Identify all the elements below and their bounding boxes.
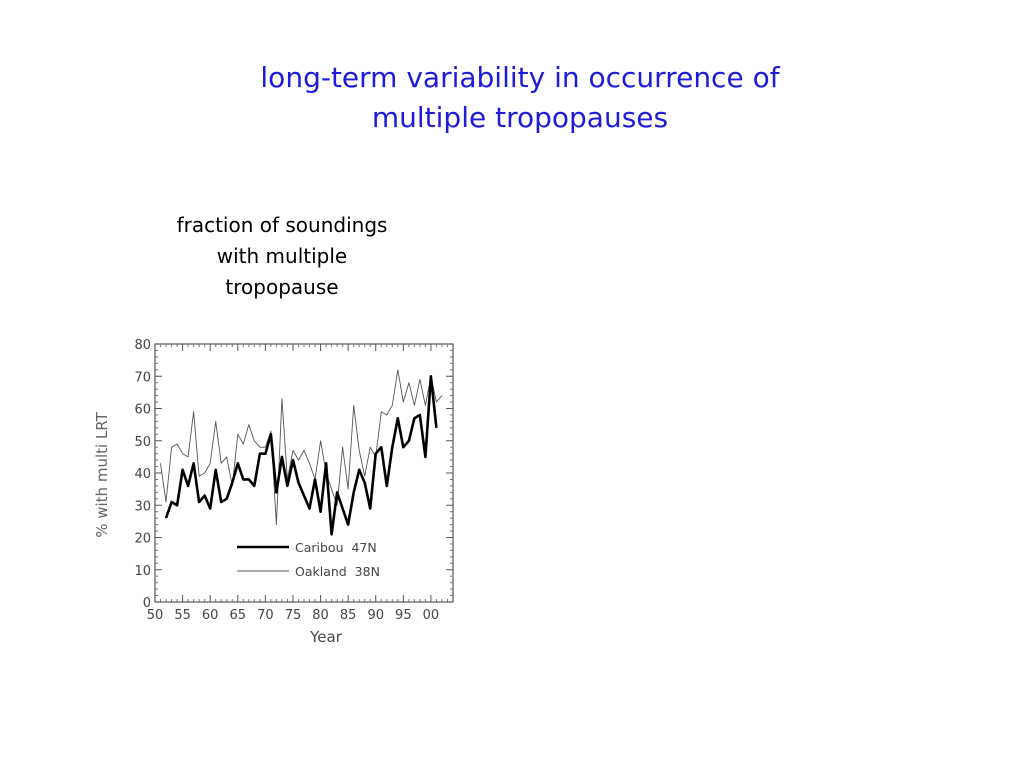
y-tick-label: 10: [134, 564, 151, 579]
caption-line-1: fraction of soundings: [176, 213, 388, 237]
y-tick-label: 20: [134, 532, 151, 547]
x-tick-label: 00: [423, 608, 440, 623]
line-chart: % with multi LRT Year Caribou 47N Oakland…: [93, 338, 454, 646]
caption-line-3: tropopause: [225, 275, 339, 299]
y-tick-label: 60: [134, 403, 151, 418]
y-axis-label: % with multi LRT: [93, 411, 111, 537]
x-axis-label: Year: [309, 628, 343, 646]
slide-title-line-2: multiple tropopauses: [371, 101, 669, 134]
slide-title: long-term variability in occurrence of m…: [150, 58, 890, 138]
x-tick-label: 55: [174, 608, 191, 623]
y-tick-label: 80: [134, 338, 151, 353]
series-line-oakland: [160, 369, 443, 526]
y-tick-label: 50: [134, 435, 151, 450]
chart-caption: fraction of soundings with multiple trop…: [142, 210, 422, 303]
y-tick-label: 40: [134, 467, 151, 482]
legend-label-caribou: Caribou 47N: [295, 540, 377, 555]
x-tick-label: 75: [285, 608, 302, 623]
x-tick-label: 65: [230, 608, 247, 623]
x-tick-label: 50: [147, 608, 164, 623]
x-tick-label: 90: [367, 608, 384, 623]
x-tick-label: 85: [340, 608, 357, 623]
x-tick-label: 80: [312, 608, 329, 623]
y-tick-label: 30: [134, 499, 151, 514]
x-tick-label: 70: [257, 608, 274, 623]
x-tick-label: 95: [395, 608, 412, 623]
y-tick-label: 0: [143, 596, 151, 611]
caption-line-2: with multiple: [216, 244, 348, 268]
y-tick-label: 70: [134, 370, 151, 385]
series-line-caribou: [164, 374, 438, 536]
x-tick-label: 60: [202, 608, 219, 623]
slide-title-line-1: long-term variability in occurrence of: [260, 61, 780, 94]
legend-label-oakland: Oakland 38N: [295, 564, 380, 579]
legend: Caribou 47N Oakland 38N: [237, 540, 380, 579]
